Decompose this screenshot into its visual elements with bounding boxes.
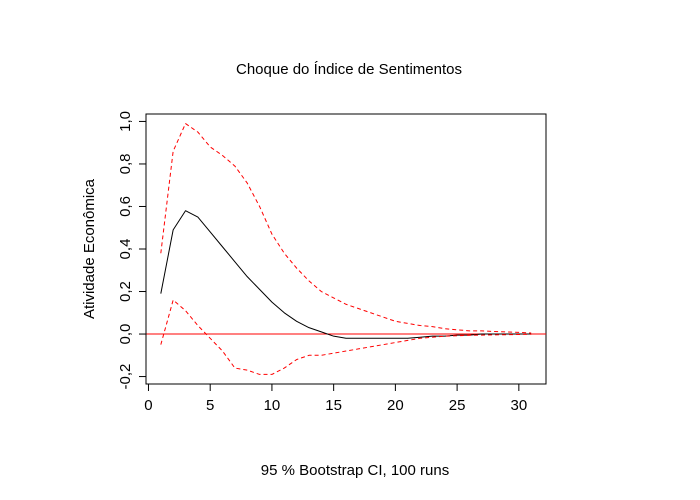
series-line-upper	[160, 123, 532, 334]
series-line-lower	[160, 299, 532, 375]
x-tick-label: 15	[325, 397, 342, 414]
x-tick-label: 20	[387, 397, 404, 414]
x-tick-label: 5	[206, 397, 214, 414]
chart-title: Choque do Índice de Sentimentos	[236, 61, 462, 78]
x-tick-label: 0	[144, 397, 152, 414]
y-tick-label: 0,8	[117, 154, 134, 175]
x-tick-label: 10	[264, 397, 281, 414]
x-tick-label: 25	[449, 397, 466, 414]
y-axis-label: Atividade Econômica	[81, 178, 98, 319]
series-group	[160, 123, 532, 375]
y-tick-label: 0,6	[117, 196, 134, 217]
x-axis: 0 5 10 15 20 25 30	[144, 383, 527, 414]
y-tick-label: 1,0	[117, 111, 134, 132]
plot-frame	[145, 113, 547, 385]
y-tick-label: -0,2	[117, 364, 134, 390]
y-tick-label: 0,0	[117, 324, 134, 345]
y-axis: -0,2 0,0 0,2 0,4 0,6 0,8 1,0	[117, 111, 147, 390]
x-axis-label: 95 % Bootstrap CI, 100 runs	[261, 462, 449, 479]
y-tick-label: 0,4	[117, 239, 134, 260]
series-line-irf	[160, 210, 532, 339]
y-tick-label: 0,2	[117, 281, 134, 302]
x-tick-label: 30	[510, 397, 527, 414]
